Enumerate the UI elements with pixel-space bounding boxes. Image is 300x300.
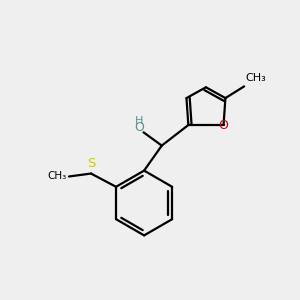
Text: H: H xyxy=(135,116,143,126)
Text: O: O xyxy=(219,118,229,131)
Text: S: S xyxy=(87,157,95,170)
Text: CH₃: CH₃ xyxy=(246,73,266,83)
Text: O: O xyxy=(134,122,144,134)
Text: CH₃: CH₃ xyxy=(47,172,67,182)
